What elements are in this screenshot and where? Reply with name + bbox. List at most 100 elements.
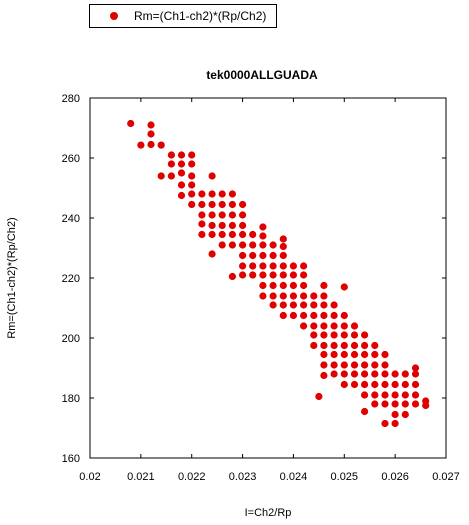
data-point	[269, 292, 277, 300]
data-point	[401, 410, 409, 419]
data-point	[239, 251, 247, 260]
data-point	[269, 251, 277, 260]
data-point	[391, 370, 399, 378]
data-point	[340, 341, 348, 350]
data-point	[228, 190, 236, 198]
data-point	[371, 341, 379, 350]
data-point	[300, 322, 308, 330]
data-point	[228, 200, 236, 209]
y-axis: 160 180 200 220 240 260 280	[62, 93, 446, 465]
y-tick-label: 240	[62, 213, 80, 225]
x-tick-label: 0.021	[127, 471, 155, 483]
data-point	[350, 380, 359, 389]
data-point	[361, 380, 369, 389]
data-point	[167, 172, 175, 180]
data-point	[300, 271, 308, 279]
data-point	[340, 283, 348, 291]
data-point	[371, 380, 379, 389]
data-point	[239, 271, 247, 279]
data-point	[279, 292, 287, 300]
y-tick-label: 200	[62, 333, 80, 345]
data-point	[198, 211, 206, 219]
x-tick-label: 0.025	[331, 471, 359, 483]
data-point	[177, 151, 186, 159]
x-tick-label: 0.022	[178, 471, 206, 483]
data-point	[310, 331, 318, 339]
data-point	[259, 271, 267, 279]
data-point	[208, 172, 216, 180]
data-point	[218, 200, 226, 209]
data-point	[330, 301, 338, 309]
data-point	[239, 200, 247, 209]
data-point	[330, 322, 338, 330]
data-point	[218, 241, 226, 249]
data-point	[289, 292, 297, 300]
data-point	[371, 350, 379, 359]
data-point	[289, 301, 297, 309]
x-axis-label: I=Ch2/Rp	[245, 507, 292, 519]
data-point	[177, 169, 186, 177]
data-point	[127, 119, 135, 128]
legend-marker	[110, 12, 118, 20]
data-point	[300, 311, 308, 320]
data-point	[279, 311, 287, 320]
data-point	[188, 190, 196, 198]
data-point	[249, 230, 257, 239]
data-point	[239, 230, 247, 239]
y-tick-label: 160	[62, 453, 80, 465]
data-point	[208, 211, 216, 219]
data-point	[239, 211, 247, 219]
data-point	[269, 281, 277, 290]
data-point	[340, 380, 348, 389]
y-tick-label: 280	[62, 93, 80, 105]
data-point	[361, 350, 369, 359]
data-point	[249, 251, 257, 260]
data-point	[188, 172, 196, 180]
data-point	[259, 262, 267, 270]
data-point	[289, 281, 297, 290]
data-point	[401, 391, 409, 399]
data-point	[249, 271, 257, 279]
y-tick-label: 180	[62, 393, 80, 405]
data-point	[381, 370, 389, 378]
data-point	[208, 200, 216, 209]
data-point	[371, 361, 379, 369]
data-point	[188, 151, 196, 159]
data-point	[320, 350, 328, 359]
data-point	[218, 211, 226, 219]
data-point	[289, 262, 297, 270]
chart-title: tek0000ALLGUADA	[206, 68, 318, 82]
data-point	[401, 380, 409, 389]
data-point	[391, 391, 399, 399]
data-point	[279, 251, 287, 260]
data-point	[320, 341, 328, 350]
x-tick-label: 0.02	[79, 471, 100, 483]
data-point	[259, 223, 267, 231]
data-point	[279, 281, 287, 290]
data-point	[279, 271, 287, 279]
x-tick-label: 0.023	[229, 471, 257, 483]
data-point	[381, 380, 389, 389]
data-point	[300, 301, 308, 309]
data-point	[259, 251, 267, 260]
data-point	[177, 160, 186, 168]
data-point	[137, 141, 145, 149]
data-point	[340, 311, 348, 320]
data-point	[340, 370, 348, 378]
data-point	[391, 419, 399, 428]
data-point	[310, 292, 318, 300]
data-point	[381, 361, 389, 369]
data-point	[411, 400, 420, 408]
data-point	[330, 341, 338, 350]
data-point	[147, 121, 155, 129]
data-point	[188, 160, 196, 168]
data-point	[361, 331, 369, 339]
data-point	[208, 230, 216, 239]
data-point	[371, 400, 379, 408]
data-point	[279, 262, 287, 270]
data-point	[401, 370, 409, 378]
data-point	[279, 242, 287, 251]
data-point	[289, 311, 297, 320]
y-axis-label: Rm=(Ch1-ch2)*(Rp/Ch2)	[6, 217, 18, 338]
